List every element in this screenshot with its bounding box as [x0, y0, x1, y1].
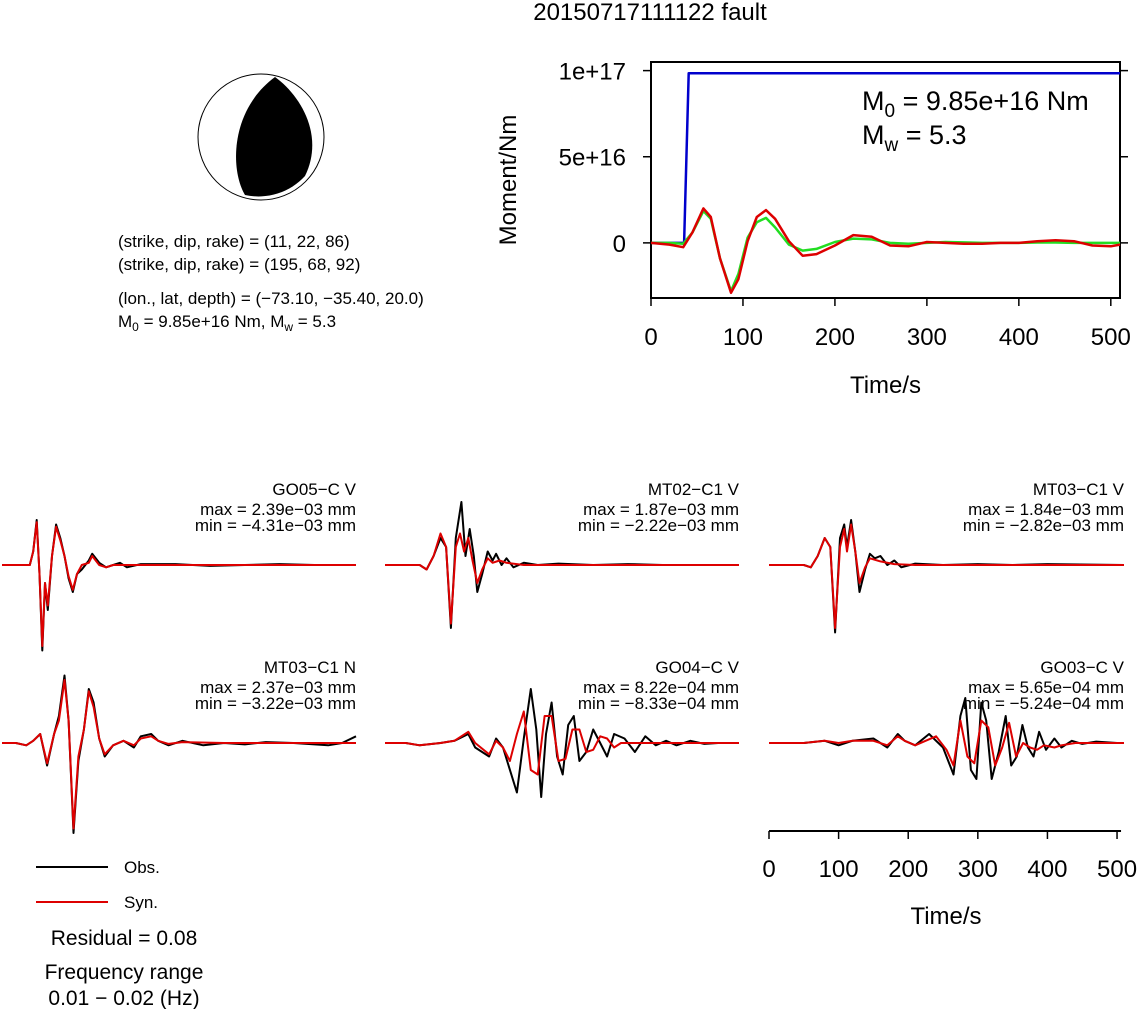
- station-max: max = 5.65e−04 mm: [968, 678, 1124, 697]
- station-name: MT03−C1 N: [264, 658, 356, 677]
- event-magnitude: M0 = 9.85e+16 Nm, Mw = 5.3: [118, 312, 336, 334]
- moment-rate-panel: 0 100 200 300 400 500 0 5e+16 1e+17 Time/s Moment/…: [495, 59, 1131, 399]
- moment-panel-mw-value: = 5.3: [906, 120, 967, 150]
- legend-obs-label: Obs.: [124, 858, 160, 877]
- station-max: max = 2.39e−03 mm: [200, 500, 356, 519]
- waveform-x-tick-label: 300: [958, 856, 998, 883]
- waveform-x-axis-label: Time/s: [910, 903, 981, 930]
- synthetic-trace: [769, 523, 1124, 629]
- moment-x-axis-label: Time/s: [850, 372, 921, 399]
- moment-panel-mw: Mw = 5.3: [862, 120, 967, 156]
- moment-y-tick-label: 1e+17: [559, 59, 626, 86]
- waveform-x-tick-label: 400: [1027, 856, 1067, 883]
- synthetic-trace: [2, 679, 356, 830]
- station-max: max = 2.37e−03 mm: [200, 678, 356, 697]
- residual-label: Residual = 0.08: [51, 927, 198, 950]
- synthetic-trace: [2, 521, 356, 647]
- m0-symbol: M: [118, 312, 132, 331]
- moment-x-tick-label: 400: [999, 324, 1039, 351]
- synthetic-trace: [385, 532, 739, 625]
- station-max: max = 8.22e−04 mm: [583, 678, 739, 697]
- waveform-x-tick-label: 500: [1097, 856, 1137, 883]
- station-max: max = 1.87e−03 mm: [583, 500, 739, 519]
- station-min: min = −2.22e−03 mm: [578, 516, 739, 535]
- waveform-time-axis: 0 100 200 300 400 500 Time/s: [762, 830, 1137, 930]
- moment-y-axis-label: Moment/Nm: [495, 115, 522, 246]
- mw-value: = 5.3: [293, 312, 336, 331]
- station-name: GO04−C V: [655, 658, 739, 677]
- station-min: min = −3.22e−03 mm: [195, 694, 356, 713]
- moment-x-tick-label: 200: [815, 324, 855, 351]
- moment-x-tick-label: 500: [1091, 324, 1131, 351]
- moment-plot-frame: [650, 61, 1121, 299]
- waveform-x-tick-label: 0: [762, 856, 775, 883]
- observed-trace: [769, 519, 1125, 634]
- waveform-x-tick-label: 200: [888, 856, 928, 883]
- event-location: (lon., lat, depth) = (−73.10, −35.40, 20…: [118, 289, 424, 308]
- nodal-plane-1: (strike, dip, rake) = (11, 22, 86): [118, 232, 350, 251]
- waveform-x-tick-label: 100: [819, 856, 859, 883]
- observed-trace: [385, 688, 739, 798]
- station-name: MT02−C1 V: [648, 480, 740, 499]
- station-min: min = −2.82e−03 mm: [963, 516, 1124, 535]
- legend: Obs. Syn.: [36, 858, 160, 912]
- station-name: GO05−C V: [272, 480, 356, 499]
- moment-x-tick-label: 0: [644, 324, 657, 351]
- station-max: max = 1.84e−03 mm: [968, 500, 1124, 519]
- frequency-range-value: 0.01 − 0.02 (Hz): [48, 987, 199, 1009]
- synthetic-trace: [769, 719, 1124, 767]
- synthetic-trace: [385, 710, 739, 776]
- moment-rate-line-1: [651, 209, 1120, 293]
- moment-panel-m0: M0 = 9.85e+16 Nm: [862, 86, 1089, 122]
- moment-x-tick-label: 300: [907, 324, 947, 351]
- figure-title: 20150717111122 fault: [533, 0, 767, 26]
- station-min: min = −8.33e−04 mm: [578, 694, 739, 713]
- moment-rate-line-2: [650, 207, 1121, 295]
- station-name: MT03−C1 V: [1033, 480, 1125, 499]
- moment-x-tick-label: 100: [723, 324, 763, 351]
- observed-trace: [769, 697, 1124, 780]
- moment-y-tick-label: 5e+16: [559, 145, 626, 172]
- legend-syn-label: Syn.: [124, 893, 158, 912]
- station-min: min = −5.24e−04 mm: [963, 694, 1124, 713]
- beachball: [197, 73, 325, 201]
- moment-panel-m0-value: = 9.85e+16 Nm: [903, 86, 1089, 116]
- nodal-plane-2: (strike, dip, rake) = (195, 68, 92): [118, 255, 360, 274]
- moment-y-tick-label: 0: [613, 231, 626, 258]
- mw-subscript: w: [283, 320, 293, 334]
- frequency-range-title: Frequency range: [45, 961, 204, 984]
- m0-value: = 9.85e+16 Nm, M: [139, 312, 285, 331]
- station-min: min = −4.31e−03 mm: [195, 516, 356, 535]
- station-name: GO03−C V: [1040, 658, 1124, 677]
- beachball-compressional-quadrant: [236, 77, 313, 197]
- m0-subscript: 0: [132, 320, 139, 334]
